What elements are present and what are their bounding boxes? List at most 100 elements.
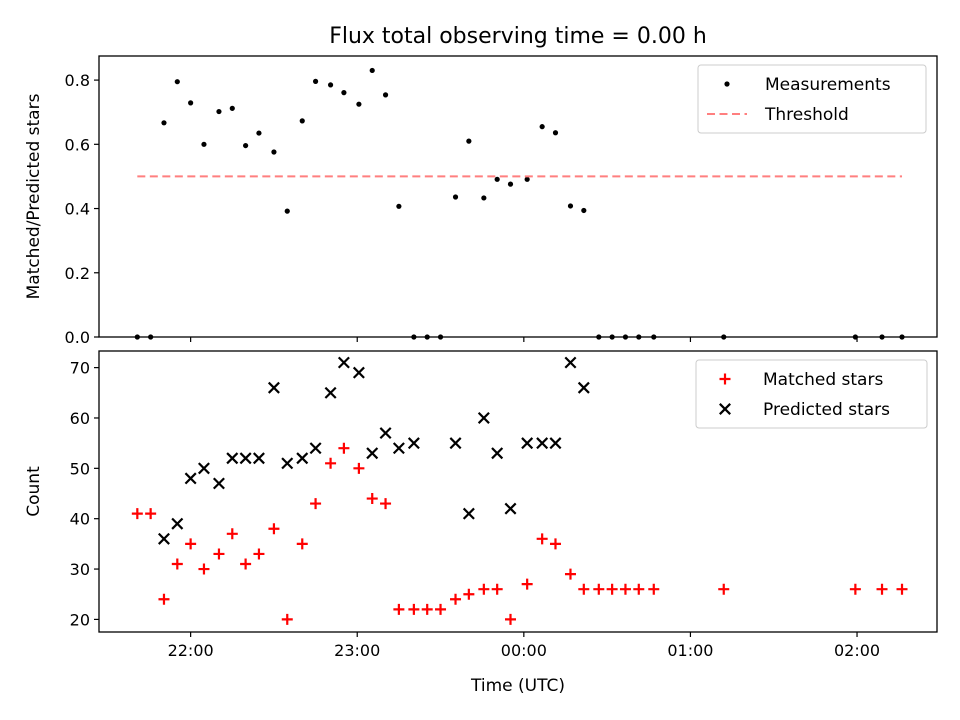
x-tick-label: 23:00 [334, 641, 380, 660]
matched-star-point [408, 603, 420, 615]
measurement-point [396, 203, 402, 209]
matched-star-point [226, 528, 238, 540]
matched-star-point [131, 508, 143, 520]
y-tick-label: 0.4 [65, 200, 90, 219]
predicted-star-point [239, 452, 252, 465]
predicted-star-point [296, 452, 309, 465]
measurement-point [494, 176, 500, 182]
legend-marker [719, 403, 731, 415]
y-tick-label: 0.6 [65, 135, 90, 154]
matched-star-point [366, 493, 378, 505]
predicted-star-point [549, 437, 562, 450]
measurement-point [581, 207, 587, 214]
matched-star-point [185, 538, 197, 550]
matched-star-point [353, 462, 365, 474]
matched-star-point [421, 603, 433, 615]
measurement-point [369, 67, 375, 74]
measurement-point [452, 194, 459, 200]
predicted-star-point [462, 507, 475, 520]
matched-star-point [478, 583, 490, 595]
measurement-point [466, 138, 472, 144]
predicted-star-point [491, 447, 504, 460]
predicted-star-point [324, 386, 337, 399]
ratio-panel: 0.0 0.2 0.4 0.6 0.8 Matched/Predicted stars Me… [24, 55, 938, 347]
matched-star-point [281, 613, 293, 625]
legend-label: Matched stars [763, 370, 883, 390]
matched-star-point [536, 533, 548, 545]
measurement-point [188, 100, 194, 106]
matched-star-point [325, 457, 337, 469]
measurement-point [229, 105, 235, 111]
matched-star-point [578, 583, 590, 595]
y-tick-label: 50 [70, 459, 90, 478]
legend-box [695, 359, 928, 429]
predicted-star-point [407, 437, 420, 450]
matched-star-point [253, 548, 265, 560]
matched-star-point [171, 558, 183, 570]
matched-star-point [268, 523, 280, 535]
legend-label: Measurements [765, 75, 891, 95]
predicted-star-point [477, 411, 490, 424]
legend-marker [724, 81, 730, 87]
matched-star-point [549, 538, 561, 550]
x-tick-label: 02:00 [834, 641, 880, 660]
y-tick-label: 20 [70, 610, 90, 629]
predicted-star-point [521, 437, 534, 450]
matched-star-point [158, 593, 170, 605]
y-tick-label: 40 [70, 510, 90, 529]
matched-star-point [564, 568, 576, 580]
y-tick-label: 0.8 [65, 71, 90, 90]
legend-label: Threshold [764, 105, 849, 125]
predicted-star-point [267, 381, 280, 394]
matched-star-point [521, 578, 533, 590]
matched-star-point [619, 583, 631, 595]
predicted-star-point [577, 381, 590, 394]
predicted-star-point [379, 427, 392, 440]
measurement-point [382, 92, 389, 98]
x-tick-label: 00:00 [501, 641, 547, 660]
matched-star-point [648, 583, 660, 595]
x-tick-label: 01:00 [667, 641, 713, 660]
matched-star-point [393, 603, 405, 615]
y-axis-label: Count [24, 466, 44, 517]
matched-star-point [240, 558, 252, 570]
measurement-point [201, 141, 207, 147]
matched-star-point [718, 583, 730, 595]
predicted-star-point [184, 472, 197, 485]
y-tick-label: 60 [70, 409, 90, 428]
matched-star-point [849, 583, 861, 595]
x-tick-label: 22:00 [168, 641, 214, 660]
predicted-star-point [352, 366, 365, 379]
measurement-point [524, 176, 530, 182]
measurement-point [174, 79, 180, 85]
axes-frame [98, 55, 938, 338]
measurement-point [243, 142, 249, 149]
predicted-star-point [157, 532, 170, 545]
count-panel: 20 30 40 50 60 70 22:00 23:00 00:00 01:00 02:00 Cou… [24, 350, 938, 660]
matched-star-point [338, 442, 350, 454]
matched-star-point [145, 508, 157, 520]
predicted-star-point [226, 452, 239, 465]
predicted-star-point [392, 442, 405, 455]
measurement-point [567, 203, 574, 209]
measurement-point [271, 149, 277, 155]
predicted-star-point [536, 437, 549, 450]
y-tick-label: 0.0 [65, 328, 90, 347]
matched-star-point [296, 538, 308, 550]
predicted-star-point [212, 477, 225, 490]
x-axis-label: Time (UTC) [470, 676, 565, 696]
predicted-star-point [197, 462, 210, 475]
y-tick-label: 30 [70, 560, 90, 579]
measurement-point [284, 208, 290, 214]
y-tick-label: 70 [70, 359, 90, 378]
measurement-point [481, 195, 487, 201]
matched-star-point [463, 588, 475, 600]
predicted-star-point [564, 356, 577, 369]
measurement-point [327, 82, 334, 88]
predicted-star-point [449, 437, 462, 450]
matched-star-point [435, 603, 447, 615]
measurement-point [216, 108, 222, 115]
predicted-star-point [366, 447, 379, 460]
matched-star-point [198, 563, 210, 575]
